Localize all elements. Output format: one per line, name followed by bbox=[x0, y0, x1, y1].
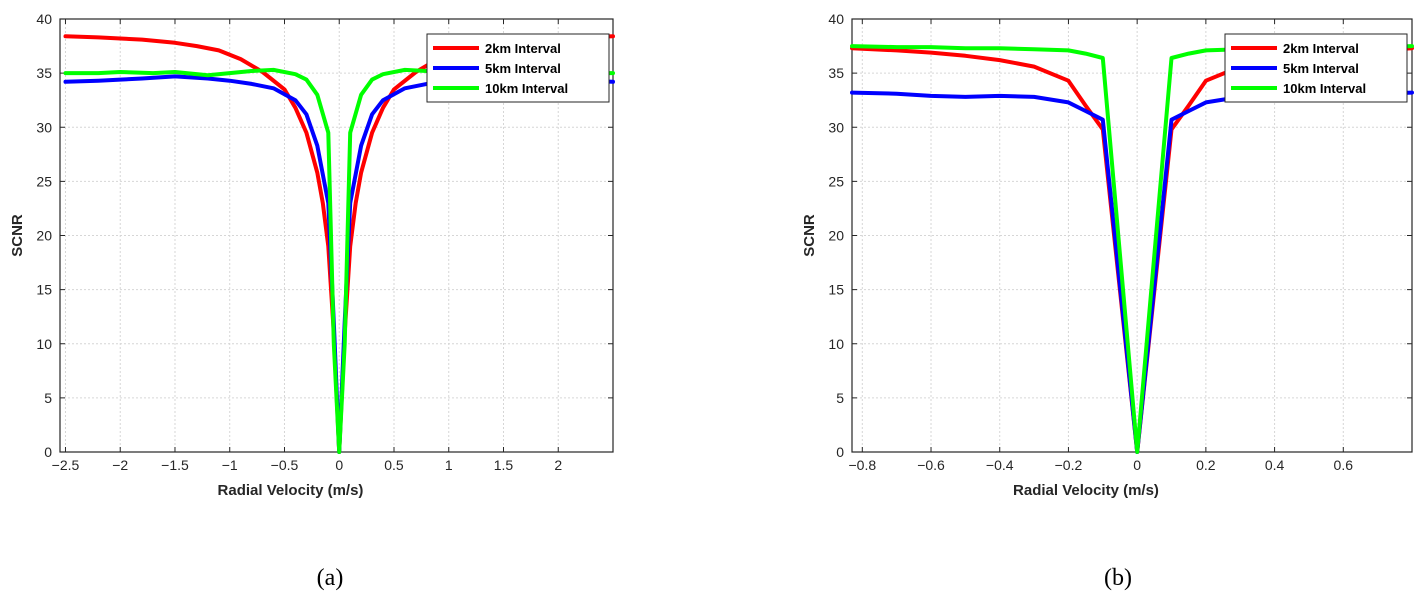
legend-entry: 5km Interval bbox=[485, 61, 561, 76]
legend-entry: 10km Interval bbox=[1283, 81, 1366, 96]
x-tick-label: 0.6 bbox=[1334, 457, 1354, 473]
x-tick-label: −0.6 bbox=[917, 457, 945, 473]
x-tick-label: 1 bbox=[445, 457, 453, 473]
y-ticks: 0 5 10 15 20 25 30 35 40 bbox=[828, 11, 1412, 460]
y-tick-label: 15 bbox=[36, 282, 52, 298]
x-tick-label: −1.5 bbox=[161, 457, 189, 473]
y-tick-label: 5 bbox=[44, 390, 52, 406]
x-tick-label: 0.4 bbox=[1265, 457, 1285, 473]
x-tick-label: 1.5 bbox=[494, 457, 514, 473]
y-tick-label: 25 bbox=[828, 173, 844, 189]
x-ticks: −0.8 −0.6 −0.4 −0.2 0 0.2 0.4 0.6 bbox=[848, 19, 1353, 473]
legend-entry: 5km Interval bbox=[1283, 61, 1359, 76]
legend: 2km Interval 5km Interval 10km Interval bbox=[1224, 33, 1408, 103]
x-axis-label: Radial Velocity (m/s) bbox=[218, 482, 364, 499]
x-tick-label: −0.4 bbox=[986, 457, 1014, 473]
y-tick-label: 10 bbox=[36, 336, 52, 352]
y-tick-label: 15 bbox=[828, 282, 844, 298]
chart-panel-b: −0.8 −0.6 −0.4 −0.2 0 0.2 0.4 0.6 0 5 10 15 20 25 30 35… bbox=[801, 11, 1414, 591]
x-ticks: −2.5 −2 −1.5 −1 −0.5 0 0.5 1 1.5 2 bbox=[52, 19, 562, 473]
legend-entry: 2km Interval bbox=[1283, 41, 1359, 56]
y-tick-label: 30 bbox=[828, 119, 844, 135]
x-tick-label: 0.2 bbox=[1196, 457, 1216, 473]
x-tick-label: −2 bbox=[112, 457, 128, 473]
legend-entry: 2km Interval bbox=[485, 41, 561, 56]
x-tick-label: −0.2 bbox=[1055, 457, 1083, 473]
y-tick-label: 40 bbox=[828, 11, 844, 27]
y-tick-label: 10 bbox=[828, 336, 844, 352]
x-tick-label: −1 bbox=[222, 457, 238, 473]
y-tick-label: 20 bbox=[828, 228, 844, 244]
y-tick-label: 0 bbox=[836, 444, 844, 460]
legend-entry: 10km Interval bbox=[485, 81, 568, 96]
y-tick-label: 35 bbox=[828, 65, 844, 81]
y-tick-label: 0 bbox=[44, 444, 52, 460]
chart-panel-a: −2.5 −2 −1.5 −1 −0.5 0 0.5 1 1.5 2051015202530354… bbox=[9, 11, 615, 591]
x-tick-label: −0.5 bbox=[271, 457, 299, 473]
x-tick-label: 0.5 bbox=[384, 457, 404, 473]
panel-caption: (b) bbox=[1104, 565, 1132, 591]
x-axis-label: Radial Velocity (m/s) bbox=[1013, 482, 1159, 499]
y-tick-label: 5 bbox=[836, 390, 844, 406]
y-axis-label: SCNR bbox=[9, 214, 26, 257]
y-ticks: 0 5 10 15 20 25 30 35 40 bbox=[36, 11, 613, 460]
x-tick-label: 0 bbox=[1133, 457, 1141, 473]
y-tick-label: 30 bbox=[36, 119, 52, 135]
y-tick-label: 25 bbox=[36, 173, 52, 189]
y-tick-label: 35 bbox=[36, 65, 52, 81]
y-tick-label: 20 bbox=[36, 228, 52, 244]
panel-caption: (a) bbox=[317, 565, 344, 591]
x-tick-label: −0.8 bbox=[848, 457, 876, 473]
legend: 2km Interval 5km Interval 10km Interval bbox=[426, 33, 610, 103]
y-tick-label: 40 bbox=[36, 11, 52, 27]
x-tick-label: 2 bbox=[554, 457, 562, 473]
x-tick-label: −2.5 bbox=[52, 457, 80, 473]
y-axis-label: SCNR bbox=[801, 214, 818, 257]
x-tick-label: 0 bbox=[335, 457, 343, 473]
